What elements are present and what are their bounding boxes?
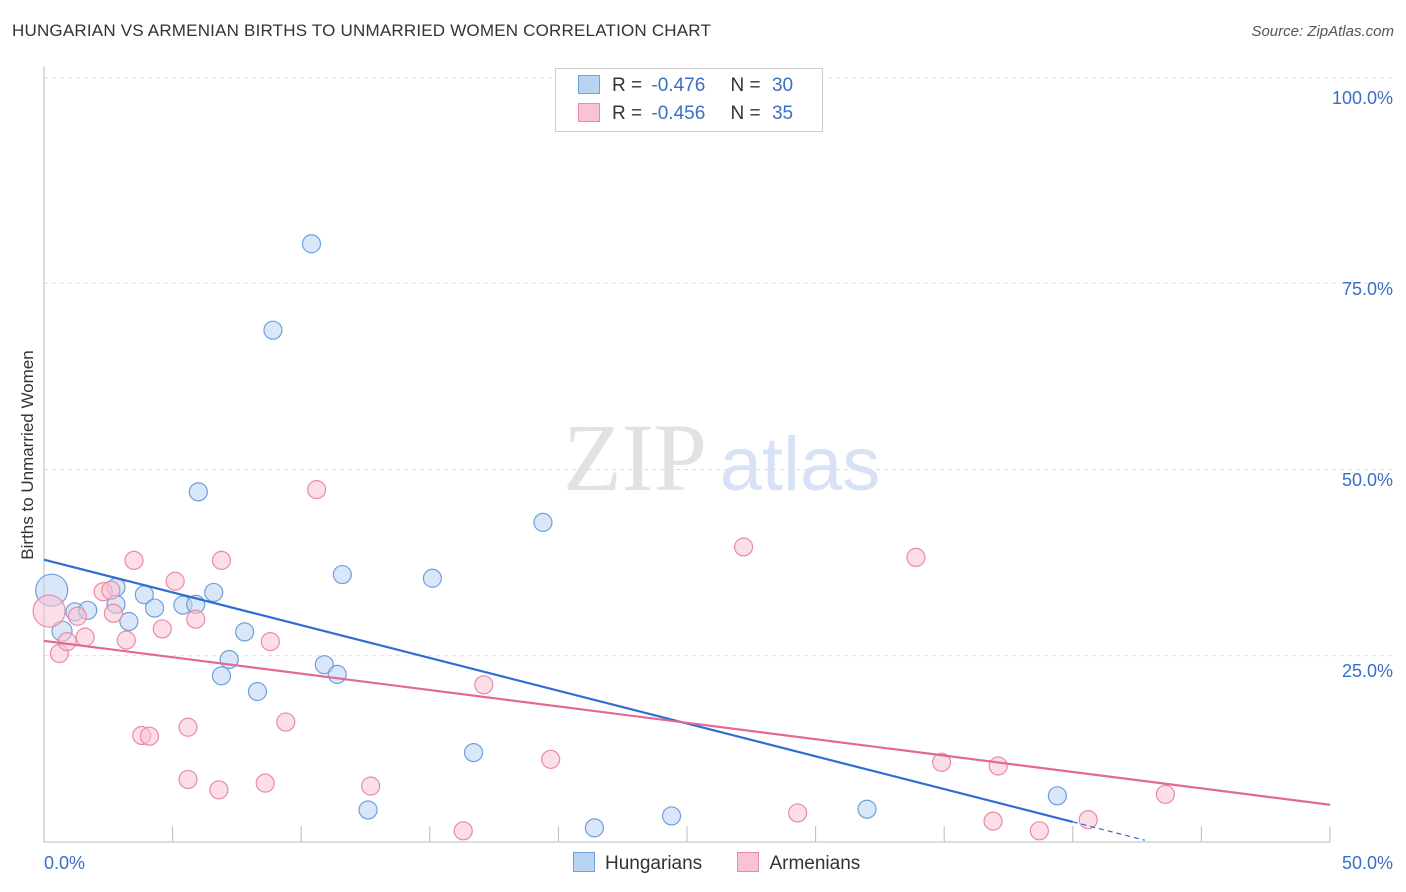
- armenian-point: [983, 811, 1003, 831]
- armenian-point: [260, 631, 280, 652]
- armenian-point: [1155, 784, 1175, 804]
- armenian-point: [255, 773, 275, 793]
- legend-r-value: -0.456: [651, 103, 706, 124]
- armenian-point: [1029, 821, 1049, 841]
- armenian-point: [186, 609, 206, 629]
- legend-n-label: N =: [730, 103, 761, 124]
- series-legend: Hungarians Armenians: [573, 852, 890, 875]
- armenian-point: [932, 752, 952, 772]
- armenian-point: [103, 603, 124, 623]
- watermark-zip: ZIP: [563, 404, 707, 511]
- hungarian-point: [144, 598, 165, 618]
- tick-labels: 100.0% 75.0% 50.0% 25.0% 0.0% 50.0%: [44, 88, 1393, 873]
- y-tick-label: 75.0%: [1342, 279, 1393, 299]
- hungarian-trend-extension: [1072, 821, 1145, 841]
- y-tick-label: 25.0%: [1342, 661, 1393, 681]
- hungarian-point: [661, 806, 682, 826]
- legend-n-value: 30: [771, 75, 794, 96]
- x-tick-label: 0.0%: [44, 853, 85, 873]
- hungarian-point: [584, 818, 605, 838]
- y-tick-label: 50.0%: [1342, 470, 1393, 490]
- armenian-point: [307, 480, 327, 500]
- armenian-point: [124, 550, 144, 570]
- armenian-point: [541, 749, 561, 769]
- armenian-point: [178, 717, 198, 737]
- armenian-point: [211, 550, 232, 570]
- legend-swatch-hungarians: [573, 852, 595, 872]
- armenian-point: [361, 776, 381, 796]
- hungarian-point: [533, 512, 553, 532]
- armenian-point: [453, 821, 473, 841]
- y-tick-label: 100.0%: [1332, 88, 1393, 108]
- hungarian-point: [332, 564, 352, 585]
- armenian-point: [57, 631, 77, 652]
- watermark: ZIP atlas: [563, 404, 880, 511]
- armenian-point: [139, 726, 160, 746]
- hungarian-point: [463, 742, 484, 763]
- legend-label-hungarians: Hungarians: [605, 853, 703, 874]
- hungarian-point: [247, 681, 268, 702]
- source-label: Source: ZipAtlas.com: [1251, 23, 1394, 40]
- hungarian-point: [358, 800, 378, 820]
- armenian-point: [178, 769, 198, 790]
- scatter-points: [32, 234, 1175, 841]
- hungarian-point: [188, 482, 208, 502]
- correlation-legend: R = -0.476 N = 30 R = -0.456 N = 35: [555, 68, 823, 132]
- hungarian-point: [235, 622, 255, 642]
- hungarian-point: [1047, 786, 1067, 806]
- armenian-point: [276, 712, 296, 732]
- legend-r-value: -0.476: [651, 75, 706, 96]
- hungarian-point: [301, 234, 322, 254]
- legend-label-armenians: Armenians: [769, 853, 861, 874]
- armenian-point: [1078, 810, 1098, 830]
- legend-swatch-armenians: [578, 103, 600, 122]
- hungarian-point: [857, 799, 877, 819]
- legend-r-label: R =: [612, 75, 643, 96]
- armenian-point: [32, 594, 66, 628]
- x-tick-label: 50.0%: [1342, 853, 1393, 873]
- armenian-point: [474, 675, 494, 695]
- axes: [43, 66, 1331, 843]
- y-axis-title: Births to Unmarried Women: [18, 350, 37, 560]
- legend-item-hungarians[interactable]: Hungarians: [573, 852, 702, 875]
- armenian-point: [733, 537, 754, 557]
- armenian-point: [67, 606, 88, 626]
- armenian-point: [165, 571, 185, 591]
- hungarian-point: [204, 582, 224, 603]
- legend-swatch-armenians: [737, 852, 760, 872]
- legend-row-hungarians: R = -0.476 N = 30: [578, 75, 793, 97]
- hungarian-point: [314, 655, 334, 675]
- hungarian-trend-line: [43, 558, 1074, 823]
- armenian-point: [988, 756, 1008, 776]
- armenian-trend-line: [43, 639, 1331, 806]
- armenian-point: [209, 780, 229, 800]
- hungarian-point: [211, 666, 232, 686]
- hungarian-point: [119, 611, 139, 632]
- armenian-point: [152, 619, 172, 639]
- watermark-atlas: atlas: [720, 422, 881, 507]
- legend-r-label: R =: [612, 103, 643, 124]
- armenian-point: [906, 547, 926, 568]
- chart-title: HUNGARIAN VS ARMENIAN BIRTHS TO UNMARRIE…: [12, 21, 712, 40]
- armenian-point: [75, 627, 95, 647]
- trend-lines: [43, 558, 1331, 841]
- armenian-point: [101, 580, 121, 600]
- legend-n-label: N =: [730, 75, 761, 96]
- hungarian-point: [422, 568, 442, 588]
- armenian-point: [787, 803, 808, 823]
- legend-n-value: 35: [771, 103, 794, 124]
- armenian-point: [116, 630, 136, 650]
- hungarian-point: [263, 320, 283, 340]
- grid-lines: [44, 77, 1392, 657]
- legend-swatch-hungarians: [578, 75, 600, 94]
- hungarian-point: [327, 664, 347, 684]
- legend-row-armenians: R = -0.456 N = 35: [578, 103, 793, 125]
- legend-item-armenians[interactable]: Armenians: [737, 852, 860, 875]
